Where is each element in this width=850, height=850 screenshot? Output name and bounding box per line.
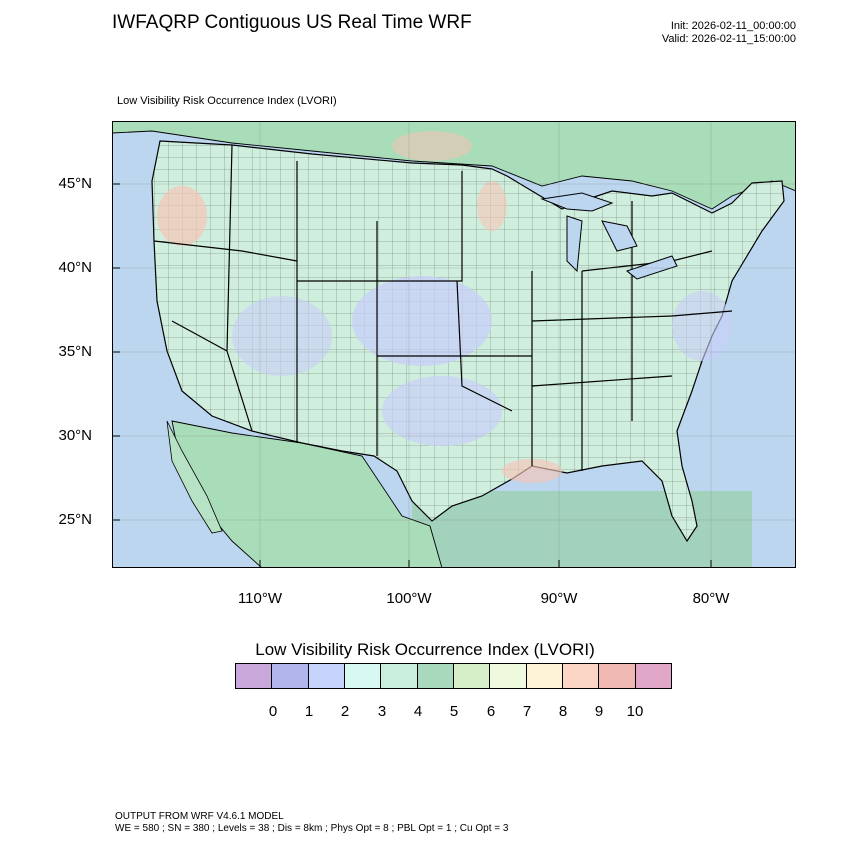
lat-label-40: 40°N xyxy=(58,259,92,276)
axis-ticks xyxy=(112,183,712,568)
colorbar-swatch-0 xyxy=(235,663,273,689)
colorbar-swatch-4 xyxy=(380,663,418,689)
low-risk-central-plains xyxy=(352,276,492,366)
footer-model: OUTPUT FROM WRF V4.6.1 MODEL xyxy=(115,811,284,822)
lon-label-90: 90°W xyxy=(540,590,578,607)
lat-label-45: 45°N xyxy=(58,175,92,192)
map-panel xyxy=(112,121,796,568)
field-name: Low Visibility Risk Occurrence Index (LV… xyxy=(117,95,337,107)
great-lakes xyxy=(540,192,678,280)
low-risk-texas xyxy=(382,376,502,446)
colorbar-swatch-11 xyxy=(634,663,672,689)
colorbar-label-0: 0 xyxy=(268,703,278,720)
map-frame xyxy=(112,121,796,568)
lat-label-30: 30°N xyxy=(58,427,92,444)
colorbar-label-10: 10 xyxy=(626,703,644,720)
low-risk-midatlantic xyxy=(672,291,732,361)
colorbar-swatch-5 xyxy=(416,663,454,689)
high-risk-pacific-nw xyxy=(157,186,207,246)
colorbar-swatch-2 xyxy=(307,663,345,689)
valid-time: Valid: 2026-02-11_15:00:00 xyxy=(661,33,796,45)
baja-peninsula xyxy=(166,420,223,534)
colorbar xyxy=(235,663,672,689)
graticule xyxy=(112,121,796,568)
colorbar-label-4: 4 xyxy=(413,703,423,720)
colorbar-label-8: 8 xyxy=(558,703,568,720)
colorbar-swatch-8 xyxy=(525,663,563,689)
colorbar-label-9: 9 xyxy=(594,703,604,720)
lon-label-110: 110°W xyxy=(237,590,283,607)
high-risk-minnesota xyxy=(477,181,507,231)
colorbar-swatch-6 xyxy=(452,663,491,689)
high-risk-canada xyxy=(392,131,472,161)
colorbar-swatch-9 xyxy=(561,663,600,689)
lat-label-25: 25°N xyxy=(58,511,92,528)
plot-title: IWFAQRP Contiguous US Real Time WRF xyxy=(112,12,472,33)
colorbar-swatch-10 xyxy=(598,663,636,689)
colorbar-swatch-7 xyxy=(489,663,527,689)
footer-settings: WE = 580 ; SN = 380 ; Levels = 38 ; Dis … xyxy=(115,823,509,834)
colorbar-label-7: 7 xyxy=(522,703,532,720)
colorbar-label-2: 2 xyxy=(340,703,350,720)
lon-label-100: 100°W xyxy=(386,590,432,607)
colorbar-swatch-1 xyxy=(271,663,309,689)
state-borders xyxy=(153,144,733,471)
colorbar-label-5: 5 xyxy=(449,703,459,720)
init-time: Init: 2026-02-11_00:00:00 xyxy=(670,20,796,32)
low-risk-rockies xyxy=(232,296,332,376)
colorbar-label-1: 1 xyxy=(304,703,314,720)
colorbar-label-6: 6 xyxy=(486,703,496,720)
lat-label-35: 35°N xyxy=(58,343,92,360)
lon-label-80: 80°W xyxy=(692,590,730,607)
colorbar-title: Low Visibility Risk Occurrence Index (LV… xyxy=(255,640,595,659)
colorbar-label-3: 3 xyxy=(377,703,387,720)
high-risk-gulf-coast xyxy=(502,459,562,483)
colorbar-swatch-3 xyxy=(343,663,382,689)
